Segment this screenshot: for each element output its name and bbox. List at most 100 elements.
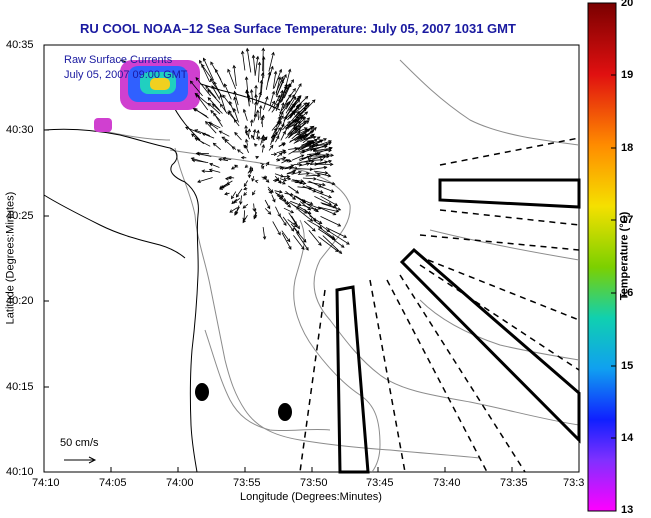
current-vector-head bbox=[249, 166, 253, 170]
current-vector-head bbox=[292, 88, 296, 92]
current-vector-head bbox=[254, 93, 258, 98]
current-vector bbox=[195, 137, 211, 147]
current-vector bbox=[320, 216, 341, 227]
current-vector-head bbox=[297, 95, 301, 99]
current-vector bbox=[295, 195, 306, 203]
current-vector-head bbox=[296, 147, 301, 151]
plot-frame bbox=[43, 44, 580, 473]
current-vector-head bbox=[310, 130, 314, 134]
current-vector bbox=[289, 166, 298, 170]
current-vector bbox=[293, 235, 305, 250]
x-axis-label: Longitude (Degrees:Minutes) bbox=[240, 491, 382, 503]
marker-dot-west bbox=[195, 383, 209, 401]
current-vector bbox=[209, 169, 221, 173]
current-vectors bbox=[185, 47, 350, 254]
current-vector-head bbox=[296, 225, 300, 230]
x-tick-label: 73:55 bbox=[233, 477, 261, 489]
current-vector bbox=[312, 145, 327, 150]
current-vector bbox=[299, 128, 311, 137]
current-vector-head bbox=[287, 176, 292, 181]
current-vector bbox=[313, 150, 332, 152]
current-vector bbox=[306, 203, 319, 213]
current-vector-head bbox=[277, 76, 282, 81]
current-vector-head bbox=[278, 190, 283, 194]
current-vector bbox=[220, 104, 228, 114]
current-vector-head bbox=[229, 100, 233, 105]
current-vector-head bbox=[331, 181, 336, 186]
current-vector-head bbox=[331, 235, 335, 239]
current-vector bbox=[297, 159, 311, 164]
current-vector bbox=[290, 200, 302, 206]
current-vector-head bbox=[207, 102, 212, 107]
current-vector bbox=[201, 64, 216, 85]
current-vector bbox=[261, 72, 264, 94]
current-vector-head bbox=[211, 103, 216, 108]
current-vector bbox=[288, 95, 301, 111]
current-vector-head bbox=[242, 108, 247, 113]
current-vector-head bbox=[285, 200, 290, 205]
current-vector bbox=[258, 62, 260, 83]
current-vector-head bbox=[199, 59, 203, 64]
current-vector-head bbox=[210, 61, 214, 66]
current-vector bbox=[291, 215, 300, 229]
current-vector-head bbox=[326, 228, 331, 233]
current-vector bbox=[272, 95, 281, 109]
current-vector-head bbox=[224, 139, 228, 143]
current-vector bbox=[262, 135, 264, 144]
current-vector-head bbox=[282, 181, 286, 185]
current-vector bbox=[209, 163, 220, 168]
scale-label: 50 cm/s bbox=[60, 437, 99, 449]
current-vector-head bbox=[284, 102, 289, 107]
current-vector-head bbox=[243, 192, 247, 196]
current-vector bbox=[224, 139, 233, 148]
current-vector-head bbox=[231, 146, 236, 150]
current-vector bbox=[312, 153, 329, 160]
current-vector bbox=[286, 172, 295, 175]
current-vector bbox=[210, 61, 222, 80]
current-vector bbox=[289, 125, 301, 137]
current-vector-head bbox=[222, 94, 226, 99]
current-vector-head bbox=[303, 120, 307, 124]
current-vector-head bbox=[330, 153, 335, 158]
current-vector bbox=[222, 157, 232, 160]
current-vector bbox=[233, 108, 239, 123]
current-vector bbox=[305, 185, 324, 194]
current-vector-head bbox=[236, 149, 241, 153]
current-vector bbox=[288, 147, 298, 150]
current-vector-head bbox=[303, 107, 308, 112]
current-vector-head bbox=[328, 146, 333, 151]
current-vector-head bbox=[224, 192, 228, 196]
current-vector-head bbox=[290, 192, 294, 197]
current-vector bbox=[268, 145, 274, 151]
current-vector bbox=[231, 198, 238, 204]
current-vector-head bbox=[346, 241, 350, 245]
current-vector-head bbox=[270, 134, 275, 139]
current-vector bbox=[308, 138, 327, 148]
marker-dot-east bbox=[278, 403, 292, 421]
current-vector bbox=[273, 69, 282, 89]
current-vector-head bbox=[251, 134, 255, 139]
current-vector bbox=[210, 110, 221, 122]
current-vector-head bbox=[252, 208, 256, 212]
current-vector-head bbox=[302, 181, 307, 185]
current-vector bbox=[276, 195, 287, 202]
current-vector-head bbox=[297, 128, 301, 132]
current-vector bbox=[295, 120, 309, 133]
current-vector-head bbox=[302, 199, 306, 203]
current-vector bbox=[207, 89, 221, 104]
current-vector-head bbox=[313, 127, 317, 131]
current-vector-head bbox=[252, 191, 256, 196]
current-vector-head bbox=[283, 85, 287, 90]
current-vector bbox=[318, 206, 339, 212]
current-vector bbox=[242, 51, 246, 71]
current-vector bbox=[242, 203, 249, 209]
current-vector bbox=[275, 135, 280, 143]
current-vector bbox=[305, 174, 321, 177]
current-vector bbox=[191, 157, 207, 163]
current-vector-head bbox=[301, 246, 305, 250]
current-vector-head bbox=[285, 159, 290, 163]
current-vector bbox=[269, 91, 275, 106]
current-vector-head bbox=[258, 104, 263, 109]
current-vector bbox=[275, 206, 281, 217]
current-vector-head bbox=[308, 142, 313, 147]
